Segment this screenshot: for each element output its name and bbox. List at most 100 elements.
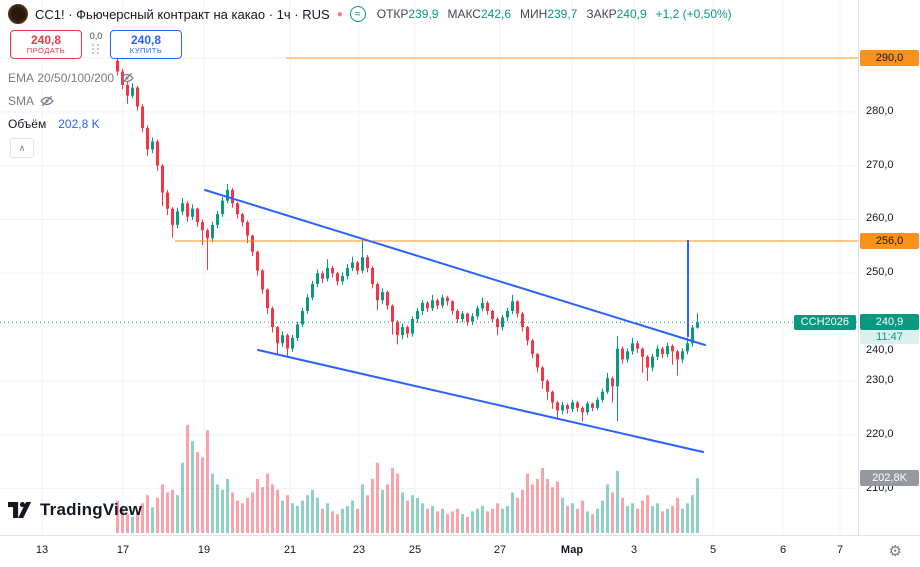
candle-body: [491, 310, 494, 320]
candle-body: [651, 356, 654, 368]
candle-body: [561, 405, 564, 411]
candle-body: [326, 267, 329, 279]
candle-body: [156, 141, 159, 166]
volume-bar: [431, 505, 434, 533]
candle-body: [266, 289, 269, 309]
volume-bar: [686, 503, 689, 533]
volume-bar: [496, 503, 499, 533]
volume-bar: [141, 503, 144, 533]
approx-price-icon: ≈: [349, 6, 366, 22]
volume-bar: [371, 478, 374, 533]
volume-bar: [186, 424, 189, 533]
settings-gear-icon[interactable]: ⚙: [888, 543, 902, 560]
volume-bar: [406, 500, 409, 533]
volume-bar: [206, 430, 209, 533]
candle-body: [691, 327, 694, 344]
orange-line-price-badge[interactable]: 256,0: [860, 233, 919, 249]
tradingview-watermark[interactable]: TradingView: [8, 500, 142, 520]
price-scale-label: 270,0: [866, 158, 894, 171]
volume-bar: [511, 492, 514, 533]
price-scale-label: 250,0: [866, 266, 894, 279]
candle-body: [141, 106, 144, 128]
volume-bar: [546, 478, 549, 533]
candle-body: [551, 391, 554, 403]
time-scale-label: 6: [779, 544, 787, 556]
legend-ema[interactable]: ЕМА 20/50/100/200: [8, 71, 134, 85]
volume-bar: [386, 484, 389, 533]
ema-label: ЕМА 20/50/100/200: [8, 71, 115, 85]
volume-bar: [566, 505, 569, 533]
volume-bar: [626, 505, 629, 533]
volume-bar: [636, 508, 639, 533]
legend-sma[interactable]: SMA: [8, 94, 54, 108]
candle-body: [676, 351, 679, 360]
price-axis[interactable]: 280,0 270,0 260,0 250,0 240,0 230,0 220,0 210,0…: [858, 0, 920, 535]
volume-bar: [291, 503, 294, 533]
volume-bar: [161, 484, 164, 533]
volume-bar: [126, 514, 129, 533]
candle-body: [661, 348, 664, 355]
sell-label: ПРОДАТЬ: [26, 45, 66, 55]
drag-handle-icon[interactable]: [92, 44, 100, 54]
tradingview-logo-icon: [8, 502, 32, 518]
volume-bar: [571, 503, 574, 533]
candle-body: [276, 327, 279, 344]
volume-bar: [696, 478, 699, 533]
candle-body: [246, 222, 249, 236]
volume-bar: [471, 511, 474, 533]
volume-bar: [296, 505, 299, 533]
collapse-legend-button[interactable]: ∧: [10, 138, 34, 158]
volume-bar: [401, 492, 404, 533]
candle-body: [531, 340, 534, 355]
volume-bar: [346, 505, 349, 533]
candle-body: [636, 343, 639, 349]
volume-bar: [631, 503, 634, 533]
volume-bar: [621, 497, 624, 533]
volume-bar: [491, 508, 494, 533]
volume-bar: [641, 500, 644, 533]
time-scale-label: 17: [116, 544, 130, 556]
time-scale-label: 5: [709, 544, 717, 556]
volume-bar: [201, 457, 204, 533]
volume-bar: [656, 503, 659, 533]
candle-body: [171, 208, 174, 225]
candle-body: [176, 211, 179, 225]
volume-bar: [651, 505, 654, 533]
candle-body: [361, 257, 364, 271]
volume-bar: [606, 484, 609, 533]
volume-bar: [446, 514, 449, 533]
sell-button[interactable]: 240,8 ПРОДАТЬ: [10, 30, 82, 59]
candle-body: [606, 378, 609, 392]
legend-volume[interactable]: Объём 202,8 K: [8, 117, 100, 131]
candle-body: [581, 407, 584, 413]
time-axis[interactable]: 13 17 19 21 23 25 27 Мар 3 5 6 7 ⚙: [0, 535, 920, 567]
candle-body: [681, 351, 684, 360]
spread-indicator[interactable]: 0,0: [82, 30, 110, 59]
volume-bar: [411, 495, 414, 533]
volume-bar: [196, 451, 199, 533]
volume-bar: [436, 511, 439, 533]
buy-button[interactable]: 240,8 КУПИТЬ: [110, 30, 182, 59]
candle-body: [516, 301, 519, 314]
candle-body: [506, 310, 509, 318]
volume-bar: [481, 505, 484, 533]
ohlc-change: +1,2 (+0,50%): [655, 7, 732, 21]
trendline: [257, 349, 704, 453]
candle-body: [226, 189, 229, 201]
candle-body: [696, 322, 699, 328]
watermark-text: TradingView: [40, 500, 143, 519]
candle-body: [121, 71, 124, 85]
volume-bar: [306, 495, 309, 533]
volume-bar: [226, 478, 229, 533]
candle-body: [616, 348, 619, 387]
time-scale-label: 13: [35, 544, 49, 556]
candle-body: [596, 399, 599, 408]
volume-bar: [591, 514, 594, 533]
symbol-title[interactable]: CC1! · Фьючерсный контракт на какао · 1ч…: [35, 6, 330, 22]
volume-bar: [251, 492, 254, 533]
orange-line-price-badge[interactable]: 290,0: [860, 50, 919, 66]
volume-bar: [581, 500, 584, 533]
visibility-off-icon[interactable]: [120, 71, 134, 85]
visibility-off-icon[interactable]: [40, 94, 54, 108]
